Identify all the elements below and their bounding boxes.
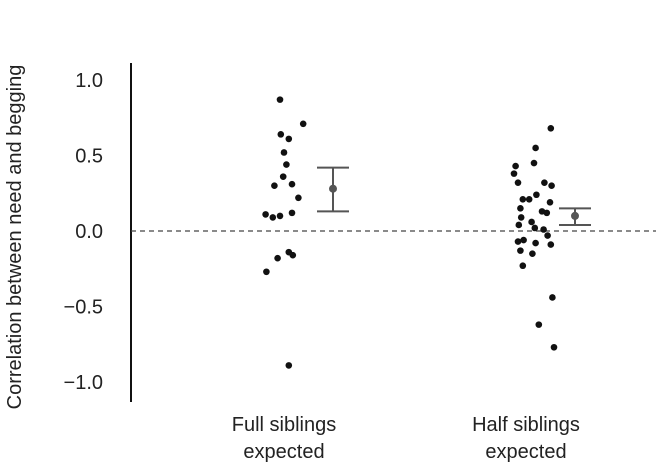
data-point [532, 144, 539, 152]
y-axis-ticks: 1.0 0.5 0.0 −0.5 −1.0 [64, 70, 103, 394]
data-point [540, 226, 547, 233]
data-point [531, 224, 539, 232]
data-point [514, 179, 522, 186]
data-point [528, 218, 535, 226]
data-point [279, 173, 287, 180]
data-point [529, 250, 536, 257]
data-point [262, 211, 269, 218]
data-point [549, 294, 556, 301]
data-point [289, 251, 297, 259]
category-label: Full siblings [232, 414, 336, 436]
y-tick-label: 0.5 [75, 146, 103, 168]
data-point [517, 247, 524, 254]
data-point [283, 161, 290, 168]
mean-marker [329, 184, 337, 193]
y-tick-label: 0.0 [75, 221, 103, 243]
data-point [285, 135, 293, 143]
data-point [269, 214, 277, 221]
data-point [271, 182, 278, 189]
data-point [274, 254, 281, 262]
data-point [550, 343, 558, 351]
y-axis-title: Correlation between need and begging [4, 65, 26, 410]
data-point [547, 125, 555, 132]
y-tick-label: −0.5 [64, 297, 103, 319]
data-point [515, 221, 523, 229]
data-point [517, 214, 525, 221]
data-point [543, 209, 551, 217]
category-labels: Full siblings expected Half siblings expect… [232, 414, 580, 463]
mean-marker [571, 211, 579, 220]
category-label: Half siblings [472, 414, 580, 436]
data-point [263, 268, 270, 276]
y-tick-label: −1.0 [64, 372, 103, 394]
data-point [512, 162, 519, 170]
data-point [547, 241, 555, 248]
y-tick-label: 1.0 [75, 70, 103, 92]
data-point [532, 239, 539, 247]
data-point [299, 120, 307, 128]
data-point [519, 195, 527, 203]
data-point [546, 199, 554, 206]
data-point [295, 194, 302, 202]
mean-ci-markers [317, 166, 591, 226]
data-point [544, 232, 551, 239]
data-point [535, 321, 543, 328]
category-label: expected [243, 441, 324, 463]
data-point [288, 180, 296, 188]
data-point [276, 96, 284, 103]
data-point [530, 159, 538, 167]
data-point [288, 209, 296, 217]
data-point [514, 238, 522, 245]
data-point [510, 170, 518, 177]
data-point [548, 182, 555, 189]
data-point [525, 195, 533, 203]
category-label: expected [485, 441, 566, 463]
data-points [262, 96, 558, 369]
data-point [280, 149, 288, 156]
data-point [520, 236, 527, 244]
data-point [277, 131, 285, 138]
data-point [541, 179, 548, 186]
data-point [517, 205, 524, 212]
data-point [285, 362, 293, 369]
data-point [519, 262, 527, 270]
data-point [533, 191, 540, 199]
data-point [276, 212, 284, 220]
